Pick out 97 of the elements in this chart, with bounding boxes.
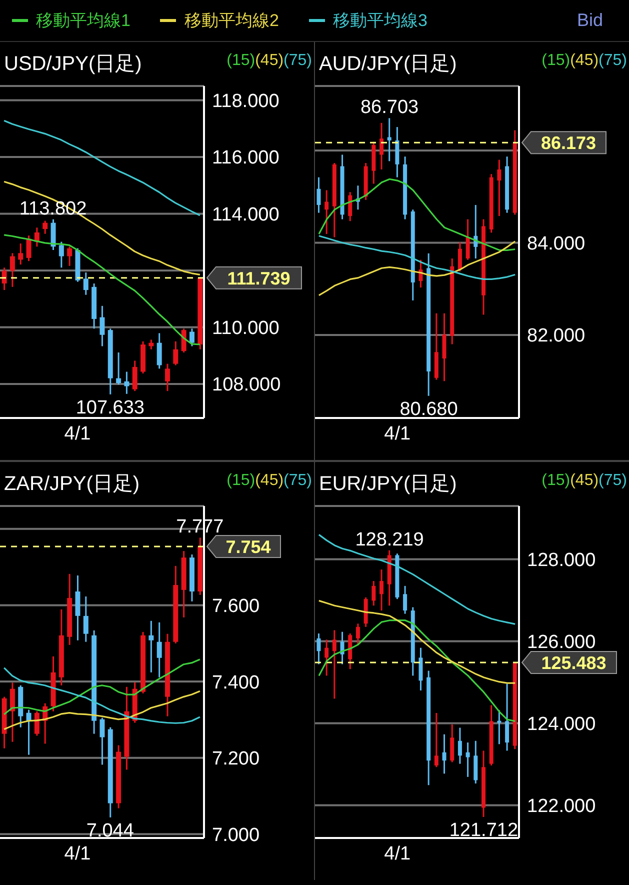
y-tick-label: 122.000 [527,796,596,817]
candlestick [458,242,462,272]
line-series [3,180,201,276]
annotation: 128.219 [355,529,424,550]
text: Bid [576,10,603,31]
y-tick-label: 126.000 [527,632,596,654]
candlestick [181,328,186,354]
text: (15)(45)(75) [542,472,627,489]
y-tick-label: 7.200 [212,748,260,770]
y-tick-label: 110.000 [212,318,280,339]
candlestick [100,717,105,766]
y-tick-label: 7.000 [212,824,260,846]
y-tick-label: 128.000 [527,550,596,572]
y-tick-label: 7.400 [212,672,260,694]
y-tick-label: 118.000 [212,90,280,112]
candlestick [458,726,462,765]
candlestick [395,126,400,178]
line-series [3,120,201,216]
candlestick [442,734,446,774]
candlestick [26,234,32,262]
x-tick-label: 4/1 [384,423,411,444]
candlestick [324,638,329,676]
legend-label: 移動平均線1 [36,10,130,32]
candlestick [148,620,154,674]
candlestick [2,266,7,291]
chart-title: ZAR/JPY(日足) [4,472,140,497]
legend-label: 移動平均線2 [184,10,279,32]
candlestick [450,724,454,763]
chart-title: EUR/JPY(日足) [319,472,457,497]
candlestick [372,580,376,606]
candlestick [332,629,336,700]
candlestick [387,117,392,162]
candlestick [10,252,15,288]
candlestick [124,370,130,395]
line-series [318,235,516,280]
candlestick [50,218,56,251]
candlestick [316,176,321,214]
ref-line-label: 86.173 [540,133,596,154]
candlestick [67,246,72,267]
candlestick [497,159,502,217]
candlestick [83,272,88,296]
candlestick [18,242,24,266]
y-tick-label: 7.600 [212,596,260,617]
candlestick [505,683,510,752]
candlestick [348,191,352,222]
annotation: 107.633 [76,397,145,418]
line-series [318,534,516,625]
candlestick [83,596,88,643]
candlestick [10,682,15,743]
candlestick [379,568,384,612]
line-series [318,600,516,684]
annotation: 121.712 [449,820,518,842]
candlestick [173,340,178,366]
candlestick [442,312,446,382]
candlestick [316,632,321,665]
ref-line-label: 111.739 [227,268,290,288]
candlestick [418,647,423,692]
annotation: 80.680 [400,398,458,420]
candlestick [58,241,64,268]
candlestick [164,363,170,392]
candlestick [156,622,162,678]
candlestick [466,218,470,261]
candlestick [434,712,438,768]
candlestick [356,622,360,646]
text: (15)(45)(75) [542,52,627,69]
candlestick [156,332,162,370]
legend-label: 移動平均線3 [332,10,428,32]
candlestick [497,709,502,745]
chart-title: AUD/JPY(日足) [319,52,457,77]
candlestick [379,122,384,170]
x-tick-label: 4/1 [384,843,411,864]
text: (15)(45)(75) [226,472,312,489]
y-tick-label: 84.000 [527,234,586,255]
candlestick [116,352,122,386]
x-tick-label: 4/1 [64,843,91,864]
chart-title: USD/JPY(日足) [4,52,142,77]
annotation: 86.703 [360,97,419,118]
candlestick [189,328,194,347]
text: (15)(45)(75) [226,52,312,69]
line-series [3,667,201,724]
y-tick-label: 108.000 [212,374,281,396]
y-tick-label: 124.000 [527,714,596,735]
ref-line-label: 125.483 [541,652,606,673]
y-tick-label: 114.000 [212,204,280,226]
candlestick [132,360,138,392]
candlestick [324,189,329,235]
ref-line-label: 7.754 [226,536,271,557]
x-tick-label: 4/1 [64,423,91,444]
y-tick-label: 116.000 [212,148,280,169]
line-series [318,620,516,722]
candlestick [403,585,408,615]
candlestick [100,305,105,347]
line-series [318,240,516,296]
annotation: 7.044 [86,820,134,842]
y-tick-label: 82.000 [527,326,586,347]
candlestick [466,742,470,778]
candlestick [42,220,48,235]
